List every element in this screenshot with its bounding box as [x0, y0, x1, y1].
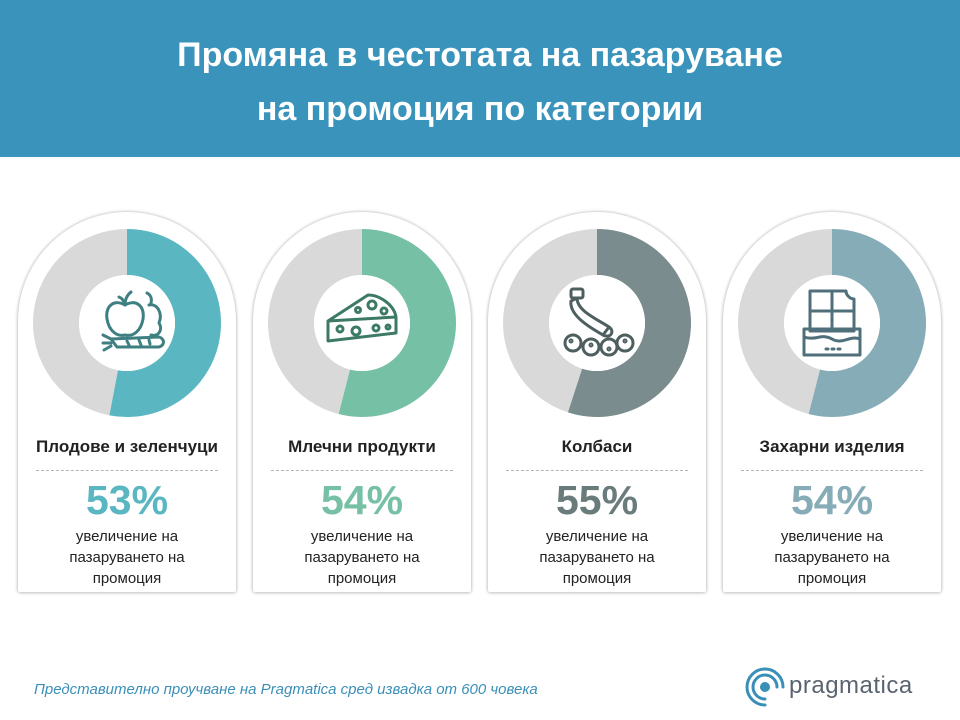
pragmatica-logo-icon: [745, 667, 785, 707]
donut-remainder-segment: [503, 229, 597, 413]
separator-line: [271, 470, 453, 471]
description-line-2: пазаруването на: [304, 549, 420, 566]
page-title: Промяна в честотата на пазаруване на про…: [0, 28, 960, 136]
category-label: Млечни продукти: [288, 437, 436, 456]
chocolate-icon: [802, 289, 862, 357]
footer-note: Представително проучване на Pragmatica с…: [34, 681, 538, 698]
description: увеличение на пазаруването на промоция: [253, 526, 471, 589]
description-line-2: пазаруването на: [69, 549, 185, 566]
donut-remainder-segment: [738, 229, 832, 415]
percent-value: 54%: [790, 477, 874, 523]
description-line-1: увеличение на: [75, 528, 179, 545]
logo-text: pragmatica: [789, 672, 913, 699]
description-line-2: пазаруването на: [774, 549, 890, 566]
category-label: Захарни изделия: [759, 437, 905, 456]
category-card-dairy: Млечни продукти 54% увеличение на пазару…: [253, 212, 471, 592]
donut-value-segment: [808, 229, 927, 418]
donut-hole: [314, 275, 410, 371]
category-label: Плодове и зеленчуци: [36, 437, 218, 456]
description-line-3: промоция: [92, 570, 162, 587]
percent-value: 54%: [320, 477, 404, 523]
description-line-1: увеличение на: [780, 528, 884, 545]
category-card-confectionery: Захарни изделия 54% увеличение на пазару…: [723, 212, 941, 592]
pragmatica-logo: pragmatica: [745, 667, 925, 707]
separator-line: [741, 470, 923, 471]
donut-remainder-segment: [33, 229, 127, 416]
donut-chart: [503, 229, 692, 417]
separator-line: [506, 470, 688, 471]
category-card-fruit-vegetables: Плодове и зеленчуци 53% увеличение на па…: [18, 212, 236, 592]
description-line-3: промоция: [797, 570, 867, 587]
description: увеличение на пазаруването на промоция: [18, 526, 236, 589]
percent-value: 55%: [555, 477, 639, 523]
donut-value-segment: [338, 229, 457, 418]
separator-line: [36, 470, 218, 471]
category-card-sausages: Колбаси 55% увеличение на пазаруването н…: [488, 212, 706, 592]
percent-value: 53%: [85, 477, 169, 523]
title-line-2: на промоция по категории: [256, 90, 704, 128]
donut-chart: [738, 229, 927, 418]
sausage-icon: [563, 287, 635, 357]
donut-chart: [268, 229, 457, 418]
fruit-vegetables-icon: [101, 290, 165, 352]
description: увеличение на пазаруването на промоция: [723, 526, 941, 589]
description-line-1: увеличение на: [310, 528, 414, 545]
title-line-1: Промяна в честотата на пазаруване: [177, 36, 783, 74]
donut-value-segment: [109, 229, 222, 417]
description-line-1: увеличение на: [545, 528, 649, 545]
description-line-3: промоция: [562, 570, 632, 587]
description: увеличение на пазаруването на промоция: [488, 526, 706, 589]
header-banner: Промяна в честотата на пазаруване на про…: [0, 0, 960, 157]
cheese-icon: [326, 293, 398, 343]
description-line-3: промоция: [327, 570, 397, 587]
description-line-2: пазаруването на: [539, 549, 655, 566]
donut-value-segment: [567, 229, 692, 417]
donut-remainder-segment: [268, 229, 362, 415]
category-label: Колбаси: [561, 437, 633, 456]
